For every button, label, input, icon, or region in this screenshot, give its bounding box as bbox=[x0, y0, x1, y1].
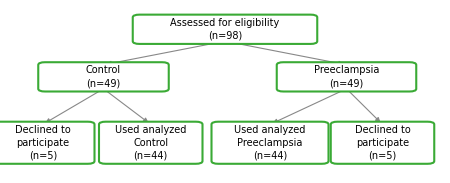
Text: Declined to
participate
(n=5): Declined to participate (n=5) bbox=[15, 125, 71, 160]
Text: Used analyzed
Control
(n=44): Used analyzed Control (n=44) bbox=[115, 125, 186, 160]
FancyBboxPatch shape bbox=[0, 122, 94, 164]
FancyBboxPatch shape bbox=[331, 122, 434, 164]
FancyBboxPatch shape bbox=[133, 15, 317, 44]
Text: Used analyzed
Preeclampsia
(n=44): Used analyzed Preeclampsia (n=44) bbox=[234, 125, 306, 160]
Text: Assessed for eligibility
(n=98): Assessed for eligibility (n=98) bbox=[171, 18, 279, 41]
Text: Control
(n=49): Control (n=49) bbox=[86, 66, 121, 88]
Text: Declined to
participate
(n=5): Declined to participate (n=5) bbox=[355, 125, 410, 160]
FancyBboxPatch shape bbox=[99, 122, 202, 164]
FancyBboxPatch shape bbox=[38, 62, 169, 92]
FancyBboxPatch shape bbox=[212, 122, 328, 164]
FancyBboxPatch shape bbox=[277, 62, 416, 92]
Text: Preeclampsia
(n=49): Preeclampsia (n=49) bbox=[314, 66, 379, 88]
